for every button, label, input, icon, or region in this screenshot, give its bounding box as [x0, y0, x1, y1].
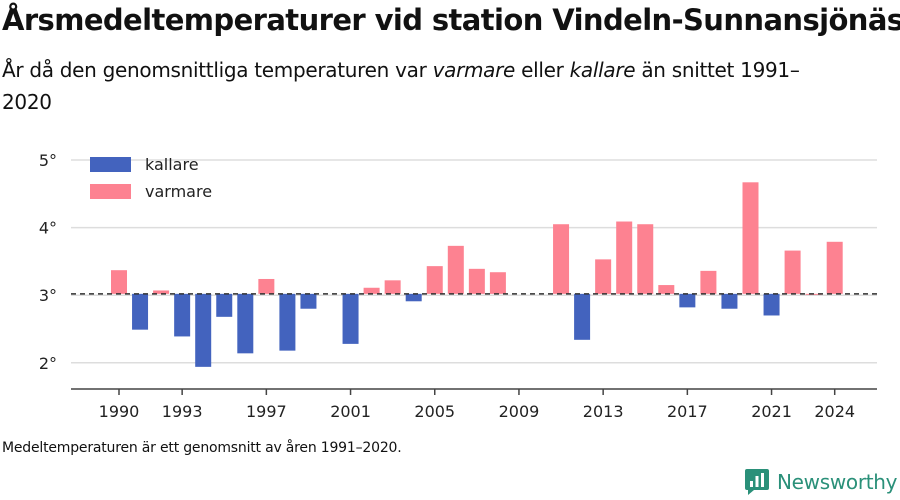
- chart-title: Årsmedeltemperaturer vid station Vindeln…: [2, 3, 900, 37]
- bar-kallare: [721, 293, 738, 309]
- bar-varmare: [616, 221, 633, 294]
- brand[interactable]: Newsworthy: [744, 468, 898, 496]
- subtitle-text-1: År då den genomsnittliga temperaturen va…: [2, 58, 433, 82]
- bar-varmare: [111, 270, 127, 294]
- legend-label-kallare: kallare: [145, 155, 199, 174]
- y-tick-label: 5°: [39, 151, 57, 170]
- bar-varmare: [447, 245, 464, 294]
- bar-kallare: [679, 293, 696, 308]
- bar-kallare: [405, 293, 422, 302]
- bar-varmare: [489, 272, 506, 294]
- x-tick-label: 2013: [583, 402, 624, 421]
- x-tick-label: 1997: [246, 402, 287, 421]
- x-tick-label: 2021: [751, 402, 792, 421]
- bar-varmare: [426, 266, 443, 294]
- x-tick-label: 2024: [814, 402, 855, 421]
- subtitle-text-3: än snittet 1991–2020: [2, 58, 800, 114]
- bar-kallare: [574, 293, 591, 340]
- brand-name: Newsworthy: [777, 470, 898, 494]
- legend-swatch-kallare: [90, 157, 131, 172]
- bar-kallare: [763, 293, 780, 316]
- chart-subtitle: År då den genomsnittliga temperaturen va…: [2, 54, 822, 118]
- bar-varmare: [784, 250, 801, 294]
- x-tick-label: 2017: [667, 402, 708, 421]
- bar-kallare: [279, 293, 296, 351]
- subtitle-emphasis-kallare: kallare: [569, 58, 636, 82]
- newsworthy-logo-icon: [745, 469, 769, 495]
- x-tick-label: 2009: [499, 402, 540, 421]
- y-tick-label: 4°: [39, 219, 57, 238]
- bar-varmare: [637, 224, 654, 294]
- bar-kallare: [342, 293, 359, 344]
- y-tick-label: 2°: [39, 354, 57, 373]
- bar-kallare: [300, 293, 317, 309]
- x-tick-label: 2001: [330, 402, 371, 421]
- footnote: Medeltemperaturen är ett genomsnitt av å…: [2, 440, 402, 456]
- bar-varmare: [826, 241, 843, 294]
- bar-varmare: [553, 224, 570, 294]
- legend-label-varmare: varmare: [145, 182, 212, 201]
- bar-varmare: [153, 290, 170, 294]
- y-tick-label: 3°: [39, 286, 57, 305]
- bar-varmare: [363, 287, 380, 294]
- bar-kallare: [216, 293, 233, 317]
- bar-varmare: [742, 182, 759, 294]
- bar-kallare: [195, 293, 212, 367]
- x-tick-label: 2005: [414, 402, 455, 421]
- bar-varmare: [384, 280, 401, 294]
- bar-varmare: [468, 268, 485, 294]
- bar-varmare: [258, 278, 275, 294]
- bar-kallare: [132, 293, 149, 330]
- bar-varmare: [595, 259, 612, 294]
- subtitle-text-2: eller: [515, 58, 570, 82]
- subtitle-emphasis-varmare: varmare: [432, 58, 516, 82]
- bar-kallare: [174, 293, 191, 337]
- legend-swatch-varmare: [90, 184, 131, 199]
- bar-varmare: [658, 285, 675, 294]
- bar-varmare: [700, 270, 717, 294]
- x-tick-label: 1993: [162, 402, 203, 421]
- temperature-bar-chart: 2° 3° 4° 5° 1990 1993 1997 2001 2005 2009 2013 2017…: [39, 151, 877, 421]
- bar-kallare: [237, 293, 254, 354]
- x-tick-label: 1990: [99, 402, 140, 421]
